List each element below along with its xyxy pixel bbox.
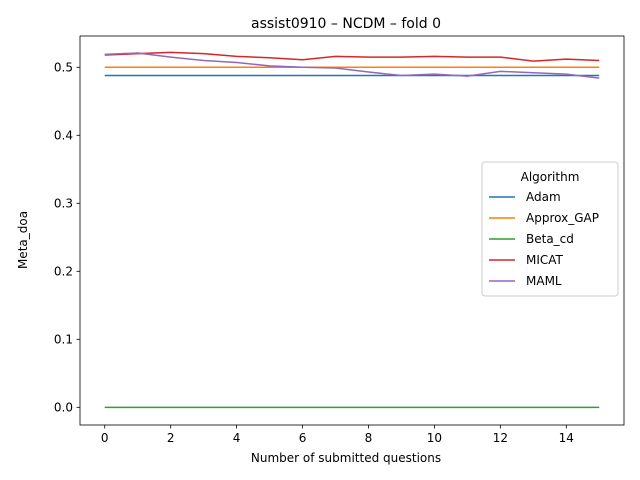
y-tick-label: 0.2	[54, 264, 73, 278]
x-tick-label: 12	[493, 431, 508, 445]
x-tick-label: 2	[167, 431, 175, 445]
legend: Algorithm Adam Approx_GAP Beta_cd MICAT MAML	[481, 161, 619, 297]
series-line-maml	[104, 52, 600, 79]
x-tick-label: 0	[101, 431, 109, 445]
y-tick-label: 0.4	[54, 128, 73, 142]
axes-frame	[79, 35, 625, 426]
y-tick-label: 0.1	[54, 332, 73, 346]
plot-area: 0 2 4 6 8 10 12 14 0.0 0.1 0.2 0.3 0.4 0.5	[54, 35, 625, 445]
legend-box	[481, 161, 619, 297]
legend-entry: MICAT	[526, 253, 564, 267]
x-tick-label: 4	[233, 431, 241, 445]
x-tick-label: 14	[559, 431, 574, 445]
series-line-micat	[104, 51, 600, 62]
x-axis-label: Number of submitted questions	[251, 451, 441, 465]
y-tick-label: 0.0	[54, 400, 73, 414]
x-tick-label: 6	[299, 431, 307, 445]
legend-entry: MAML	[526, 274, 562, 288]
chart-title: assist0910 – NCDM – fold 0	[251, 16, 441, 32]
legend-entry: Adam	[526, 190, 561, 204]
x-tick-label: 8	[365, 431, 373, 445]
legend-entry: Approx_GAP	[526, 211, 599, 225]
x-tick-label: 10	[427, 431, 442, 445]
y-axis-label: Meta_doa	[16, 211, 30, 269]
legend-title: Algorithm	[521, 170, 580, 184]
legend-entry: Beta_cd	[526, 232, 574, 246]
y-tick-label: 0.3	[54, 196, 73, 210]
y-tick-label: 0.5	[54, 60, 73, 74]
